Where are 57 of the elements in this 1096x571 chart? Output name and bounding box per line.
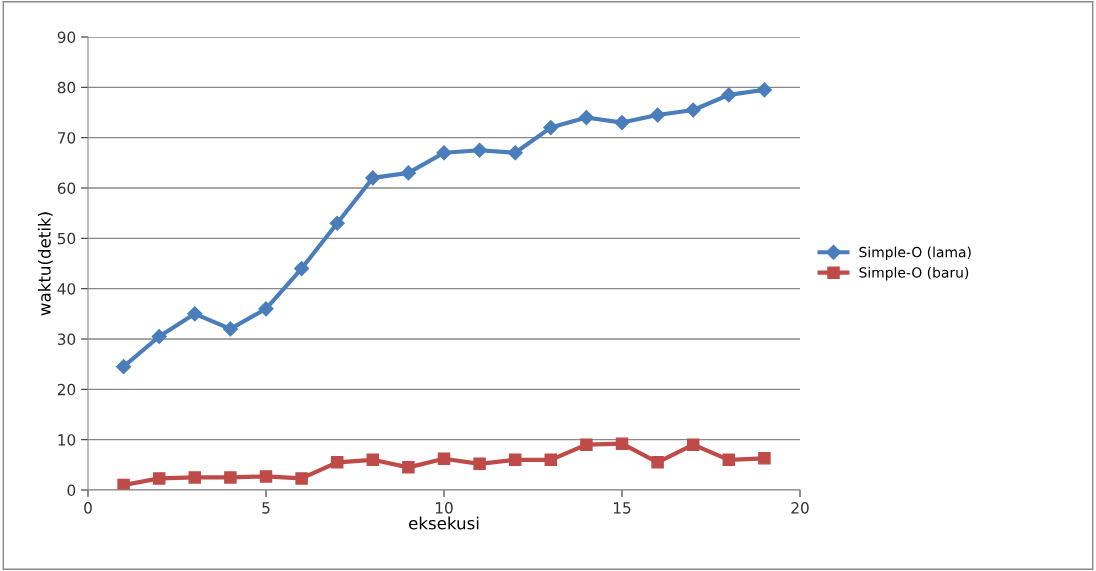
point — [722, 453, 736, 467]
point — [758, 452, 771, 465]
point — [366, 453, 380, 467]
point — [365, 170, 381, 186]
point — [402, 461, 415, 474]
point — [116, 359, 132, 375]
x-tick-label: 0 — [84, 502, 92, 514]
point — [685, 102, 701, 118]
legend-label: Simple-O (lama) — [859, 246, 971, 261]
point — [543, 120, 559, 136]
point — [294, 260, 310, 277]
y-tick-label: 50 — [57, 232, 76, 245]
point — [329, 215, 345, 231]
point — [437, 452, 451, 466]
y-tick-label: 80 — [57, 81, 76, 94]
point — [721, 87, 737, 103]
x-tick-label: 20 — [791, 502, 809, 514]
point — [507, 145, 523, 161]
point — [756, 82, 772, 98]
y-tick-label: 70 — [58, 132, 76, 144]
point — [259, 470, 273, 483]
y-tick-label: 60 — [57, 182, 76, 195]
point — [188, 471, 202, 484]
legend-label: Simple-O (baru) — [859, 266, 969, 281]
point — [330, 456, 344, 469]
x-tick-label: 10 — [435, 502, 453, 514]
point — [472, 142, 488, 158]
point — [473, 457, 486, 471]
point — [508, 453, 522, 467]
point — [151, 328, 167, 345]
x-tick-label: 5 — [262, 502, 270, 514]
point — [614, 114, 630, 131]
y-tick-label: 10 — [58, 434, 76, 446]
point — [580, 438, 593, 451]
point — [400, 165, 416, 181]
y-tick-label: 30 — [57, 333, 76, 346]
point — [578, 109, 594, 126]
point — [544, 453, 558, 467]
point — [258, 301, 274, 317]
point — [436, 145, 452, 161]
point — [224, 471, 237, 484]
point — [651, 456, 664, 469]
y-tick-label: 40 — [57, 283, 76, 295]
point — [152, 472, 166, 485]
point — [295, 472, 308, 485]
point — [650, 107, 666, 123]
point — [686, 438, 700, 451]
y-tick-label: 20 — [57, 383, 76, 396]
x-axis-title: eksekusi — [408, 516, 479, 530]
point — [117, 478, 130, 490]
y-tick-label: 90 — [57, 31, 76, 44]
point — [222, 321, 238, 337]
x-tick-label: 15 — [613, 502, 631, 514]
point — [187, 306, 203, 322]
y-tick-label: 0 — [67, 484, 76, 497]
point — [615, 437, 629, 450]
y-axis-title: waktu(detik) — [37, 212, 53, 316]
